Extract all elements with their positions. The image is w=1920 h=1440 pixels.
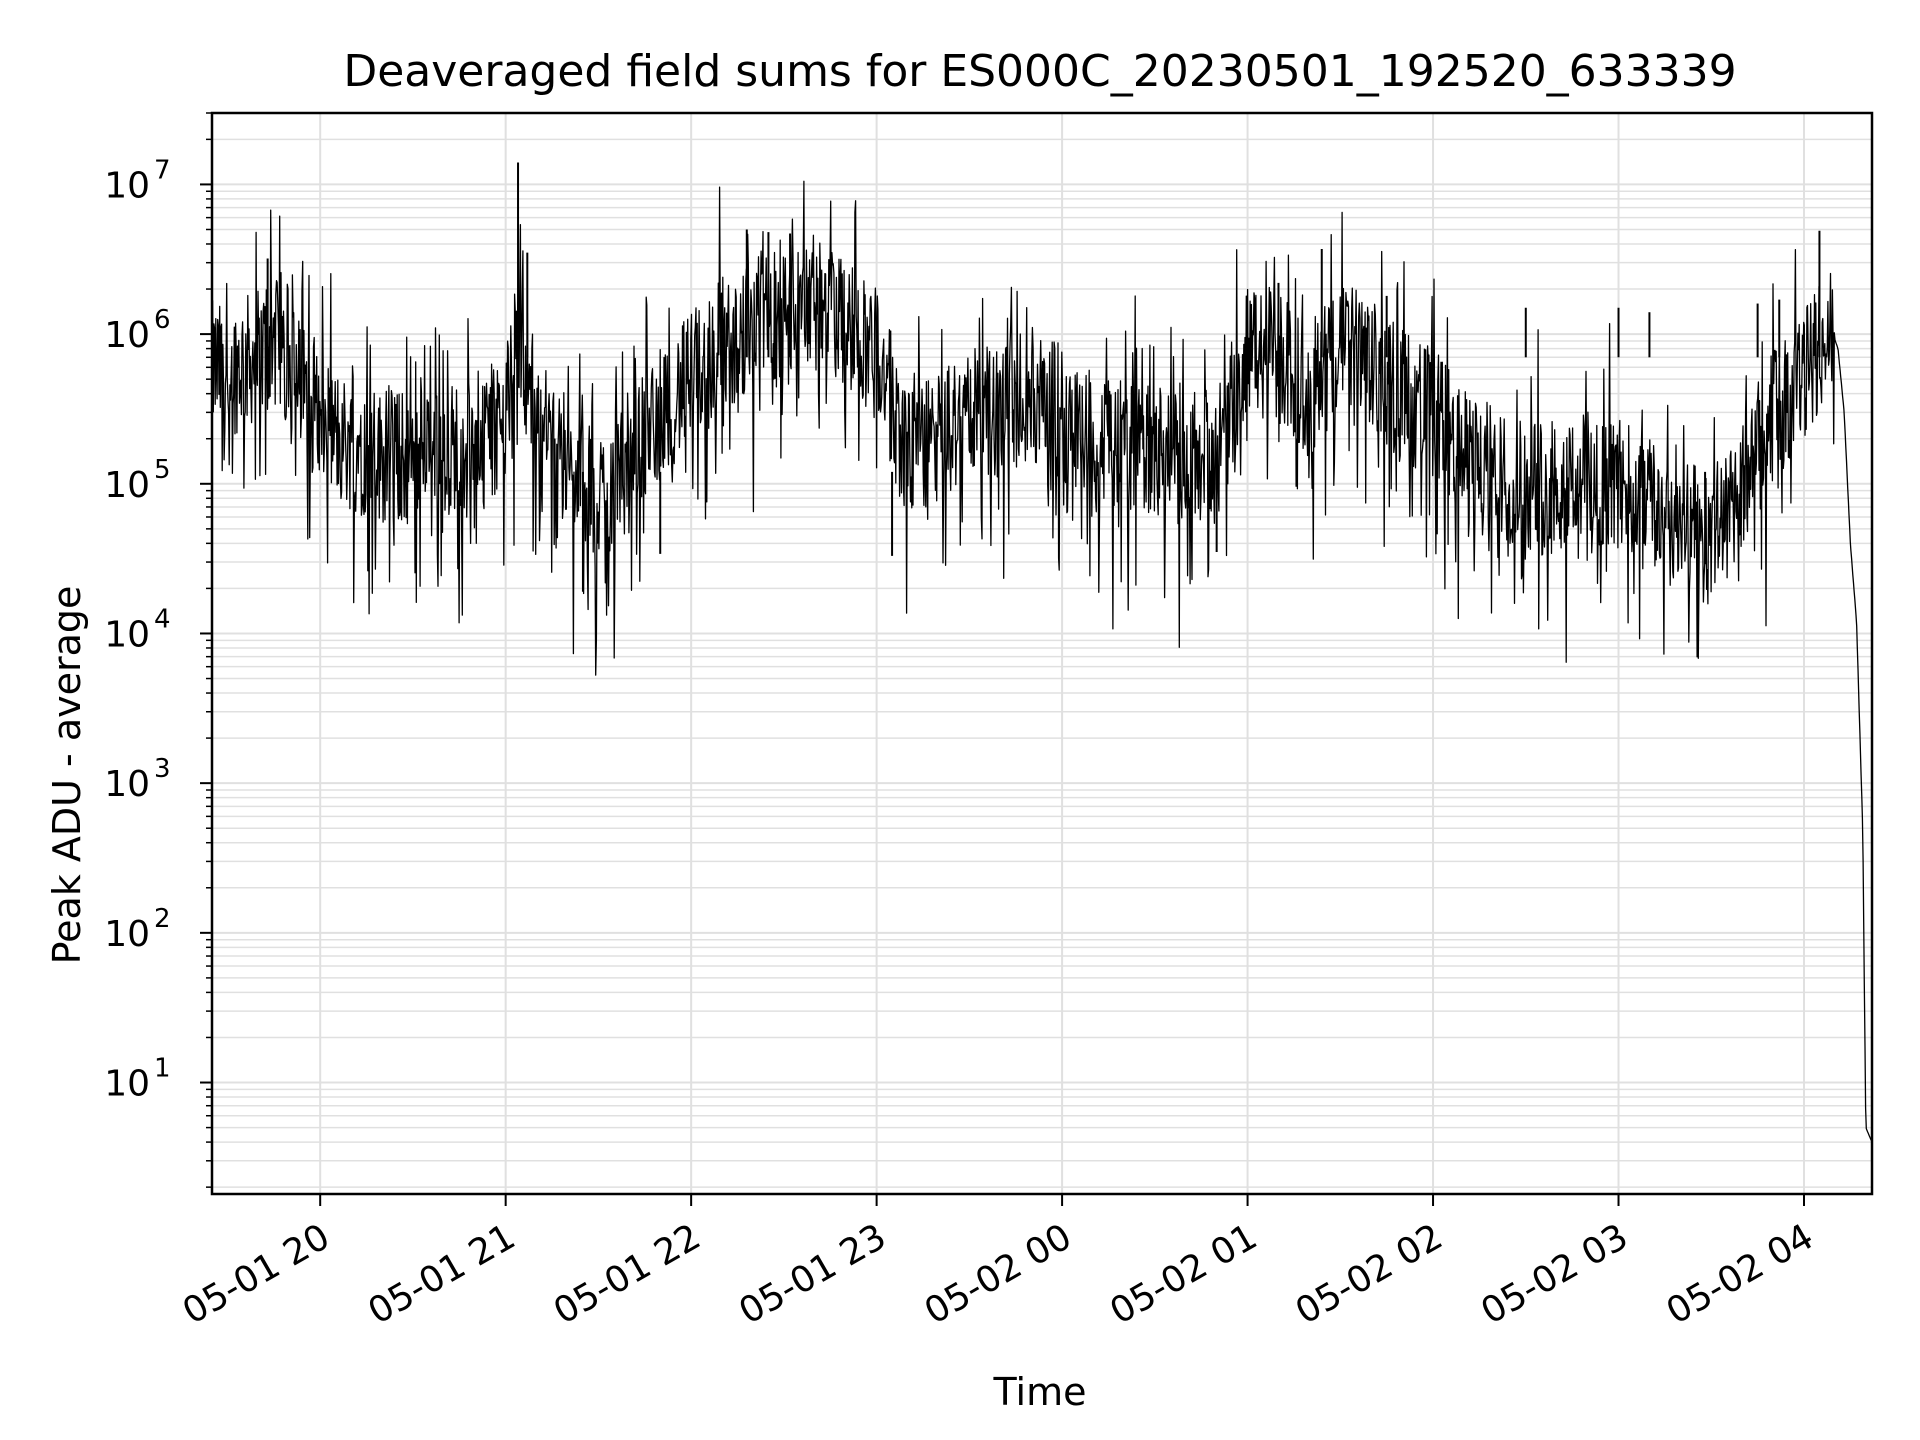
y-tick-base: 10 bbox=[104, 165, 150, 206]
data-series-line bbox=[211, 180, 1873, 1143]
y-tick-exponent: 4 bbox=[154, 604, 171, 634]
y-tick-label: 10 bbox=[104, 914, 150, 955]
y-tick-base: 10 bbox=[104, 764, 150, 805]
y-tick-exponent: 2 bbox=[154, 904, 171, 934]
y-axis-label: Peak ADU - average bbox=[45, 586, 89, 965]
y-tick-exponent: 7 bbox=[154, 155, 171, 185]
y-tick-label: 10 bbox=[104, 614, 150, 655]
y-tick-exponent: 6 bbox=[154, 305, 171, 335]
y-tick-base: 10 bbox=[104, 914, 150, 955]
y-tick-base: 10 bbox=[104, 315, 150, 356]
y-tick-label: 10 bbox=[104, 165, 150, 206]
y-tick-base: 10 bbox=[104, 465, 150, 506]
plot-frame bbox=[210, 111, 1874, 1196]
y-tick-exponent: 3 bbox=[154, 754, 171, 784]
x-axis-label: Time bbox=[993, 1370, 1087, 1414]
y-tick-exponent: 5 bbox=[154, 455, 171, 485]
y-tick-exponent: 1 bbox=[154, 1054, 171, 1084]
y-tick-label: 10 bbox=[104, 1064, 150, 1105]
y-tick-base: 10 bbox=[104, 1064, 150, 1105]
y-tick-label: 10 bbox=[104, 465, 150, 506]
y-tick-label: 10 bbox=[104, 764, 150, 805]
y-tick-label: 10 bbox=[104, 315, 150, 356]
y-tick-base: 10 bbox=[104, 614, 150, 655]
chart-title: Deaveraged field sums for ES000C_2023050… bbox=[343, 46, 1736, 97]
data-layer bbox=[211, 162, 1873, 1143]
